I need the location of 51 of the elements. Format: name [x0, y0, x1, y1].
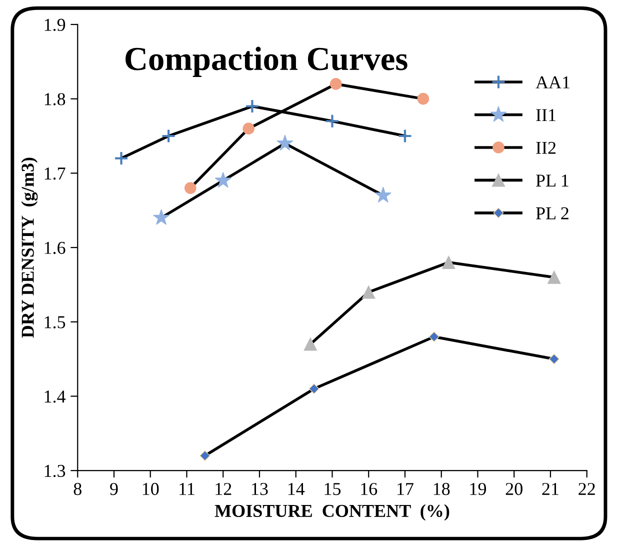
x-tick-label: 14 [288, 482, 305, 495]
x-tick-label: 9 [110, 482, 118, 496]
point [161, 128, 176, 144]
point [200, 450, 210, 461]
point [324, 114, 340, 128]
point [184, 182, 196, 194]
point [153, 209, 170, 225]
point [330, 78, 342, 90]
point [362, 286, 376, 299]
point [428, 331, 440, 342]
x-tick-label: 21 [542, 482, 558, 495]
x-tick-label: 18 [434, 482, 450, 496]
x-tick-label: 8 [74, 482, 82, 496]
point [308, 384, 320, 394]
text: Compaction Curves [126, 46, 408, 78]
point [304, 338, 318, 351]
point [548, 270, 561, 284]
x-tick-label: 15 [324, 482, 341, 496]
x-tick-label: 22 [578, 482, 595, 495]
point [276, 134, 294, 151]
x-axis-title: MOISTURE CONTENT (%) [214, 504, 450, 521]
y-tick-label: 1.5 [44, 316, 66, 328]
legend-label: PL 2 [536, 207, 568, 220]
y-tick-label: 1.8 [44, 93, 66, 106]
x-tick-label: 11 [180, 482, 194, 495]
point [442, 256, 456, 269]
y-tick-label: 1.7 [44, 168, 66, 180]
point [242, 122, 254, 134]
y-axis-title: DRY DENSITY (g/m3) [21, 158, 38, 338]
point [417, 92, 430, 105]
y-tick-label: 1.4 [44, 390, 66, 403]
x-tick-label: 13 [252, 482, 268, 496]
legend-label: PL 1 [536, 174, 568, 187]
point [114, 151, 129, 166]
y-tick-label: 1.9 [44, 18, 66, 31]
x-tick-label: 10 [142, 482, 159, 496]
y-tick-label: 1.3 [44, 464, 66, 478]
point [548, 354, 560, 364]
x-tick-label: 20 [506, 482, 522, 496]
x-tick-label: 12 [216, 482, 232, 495]
legend-label: II2 [536, 142, 556, 154]
x-tick-label: 17 [398, 482, 414, 495]
x-tick-label: 16 [361, 482, 378, 496]
point [214, 172, 232, 188]
legend-label: AA1 [536, 76, 570, 88]
point [374, 186, 392, 203]
point [244, 98, 260, 114]
legend-label: II1 [536, 109, 556, 122]
x-tick-label: 19 [470, 482, 486, 496]
point [398, 128, 412, 144]
y-tick-label: 1.6 [44, 242, 66, 254]
